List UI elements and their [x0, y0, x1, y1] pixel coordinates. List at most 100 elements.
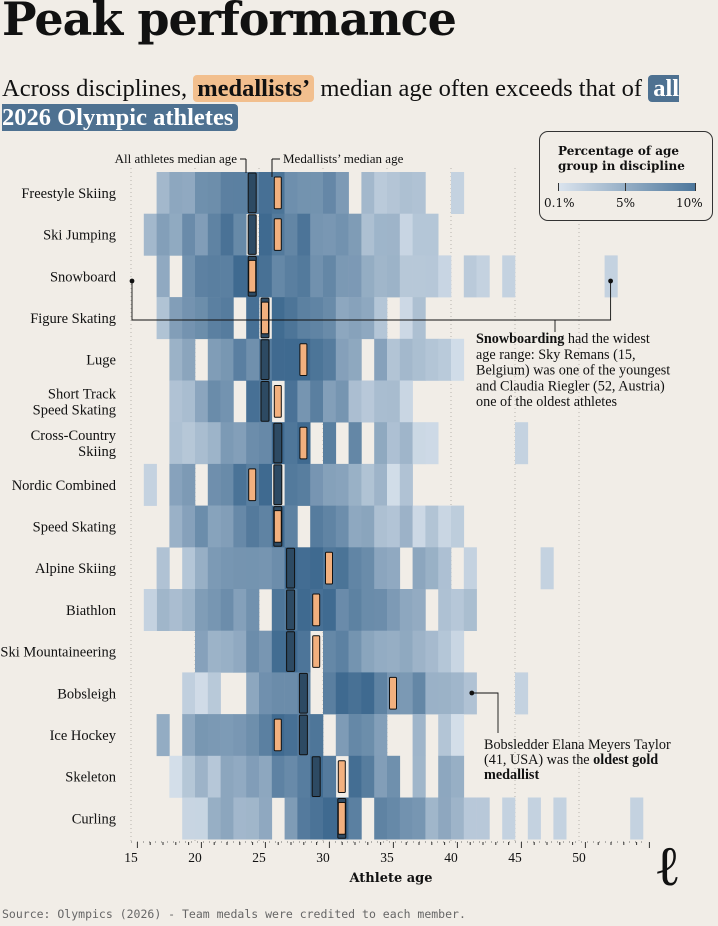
- heatmap-cell: [438, 255, 452, 298]
- heatmap-cell: [233, 255, 247, 298]
- heatmap-cell: [156, 714, 170, 757]
- heatmap-cell: [463, 589, 477, 631]
- heatmap-cell: [399, 672, 413, 715]
- heatmap-cell: [207, 630, 221, 673]
- heatmap-cell: [425, 255, 439, 298]
- heatmap-cell: [310, 797, 324, 840]
- heatmap-cell: [220, 338, 234, 381]
- heatmap-cell: [233, 422, 247, 465]
- heatmap-cell: [156, 297, 170, 340]
- heatmap-cell: [220, 172, 234, 214]
- heatmap-cell: [233, 505, 247, 548]
- heatmap-cell: [348, 463, 362, 506]
- heatmap-cell: [412, 172, 426, 214]
- heatmap-cell: [310, 547, 324, 590]
- heatmap-cell: [425, 547, 439, 590]
- heatmap-cell: [246, 338, 260, 381]
- discipline-label: Freestyle Skiing: [21, 186, 116, 202]
- heatmap-cell: [310, 297, 324, 340]
- heatmap-cell: [323, 297, 337, 340]
- heatmap-cell: [502, 255, 516, 298]
- heatmap-cell: [259, 630, 273, 673]
- heatmap-cell: [195, 172, 209, 214]
- heatmap-cell: [387, 338, 401, 381]
- heatmap-cell: [246, 505, 260, 548]
- heatmap-cell: [335, 630, 349, 673]
- heatmap-cell: [399, 422, 413, 465]
- legend-tick: [558, 183, 559, 191]
- heatmap-cell: [259, 714, 273, 757]
- heatmap-cell: [361, 172, 375, 214]
- heatmap-cell: [195, 797, 209, 840]
- heatmap-cell: [399, 213, 413, 256]
- heatmap-cell: [527, 797, 541, 840]
- heatmap-cell: [207, 672, 221, 715]
- heatmap-cell: [246, 630, 260, 673]
- brand-logo: ℓ: [657, 833, 678, 899]
- heatmap-cell: [271, 589, 285, 631]
- medallists-median-marker: [312, 635, 321, 668]
- heatmap-cell: [387, 797, 401, 840]
- heatmap-cell: [284, 338, 298, 381]
- medallists-median-marker: [337, 802, 346, 835]
- heatmap-cell: [220, 297, 234, 340]
- heatmap-cell: [604, 255, 618, 298]
- heatmap-cell: [361, 547, 375, 590]
- heatmap-cell: [374, 380, 388, 423]
- heatmap-cell: [348, 505, 362, 548]
- heatmap-cell: [348, 589, 362, 631]
- heatmap-cell: [412, 422, 426, 465]
- heatmap-cell: [335, 255, 349, 298]
- heatmap-cell: [169, 380, 183, 423]
- heatmap-cell: [259, 547, 273, 590]
- x-tick-label: 50: [572, 850, 586, 865]
- heatmap-cell: [335, 547, 349, 590]
- x-axis-title: Athlete age: [348, 871, 432, 886]
- heatmap-cell: [297, 797, 311, 840]
- heatmap-cell: [425, 505, 439, 548]
- heatmap-cell: [284, 672, 298, 715]
- legend-title: Percentage of age group in discipline: [558, 144, 685, 173]
- heatmap-cell: [438, 589, 452, 631]
- heatmap-cell: [451, 797, 465, 840]
- heatmap-cell: [169, 505, 183, 548]
- heatmap-cell: [348, 422, 362, 465]
- heatmap-cell: [387, 755, 401, 798]
- heatmap-cell: [259, 255, 273, 298]
- heatmap-cell: [297, 755, 311, 798]
- heatmap-cell: [284, 380, 298, 423]
- heatmap-cell: [297, 213, 311, 256]
- all-athletes-median-marker: [273, 464, 283, 506]
- heatmap-cell: [259, 505, 273, 548]
- heatmap-cell: [207, 463, 221, 506]
- heatmap-cell: [284, 714, 298, 757]
- heatmap-cell: [348, 714, 362, 757]
- heatmap-cell: [335, 505, 349, 548]
- heatmap-cell: [412, 505, 426, 548]
- heatmap-cell: [412, 714, 426, 757]
- heatmap-cell: [374, 672, 388, 715]
- heatmap-cell: [195, 213, 209, 256]
- heatmap-cell: [259, 797, 273, 840]
- heatmap-cell: [195, 630, 209, 673]
- heatmap-cell: [335, 714, 349, 757]
- heatmap-cell: [233, 755, 247, 798]
- heatmap-cell: [246, 589, 260, 631]
- heatmap-cell: [438, 672, 452, 715]
- legend-gradient-bar: [558, 183, 696, 191]
- legend-tick: [695, 183, 696, 191]
- heatmap-cell: [335, 213, 349, 256]
- heatmap-cell: [374, 714, 388, 757]
- heatmap-cell: [233, 463, 247, 506]
- snowboard-annotation: Snowboarding had the widest age range: Sk…: [476, 331, 670, 410]
- heatmap-cell: [182, 755, 196, 798]
- x-tick-label: 25: [252, 850, 266, 865]
- heatmap-cell: [233, 172, 247, 214]
- heatmap-cell: [425, 338, 439, 381]
- discipline-label: Alpine Skiing: [35, 561, 116, 577]
- medallist-median-label: Medallists’ median age: [283, 151, 404, 166]
- heatmap-cell: [438, 797, 452, 840]
- heatmap-cell: [207, 297, 221, 340]
- heatmap-cell: [182, 380, 196, 423]
- discipline-label: Ski Jumping: [43, 228, 116, 244]
